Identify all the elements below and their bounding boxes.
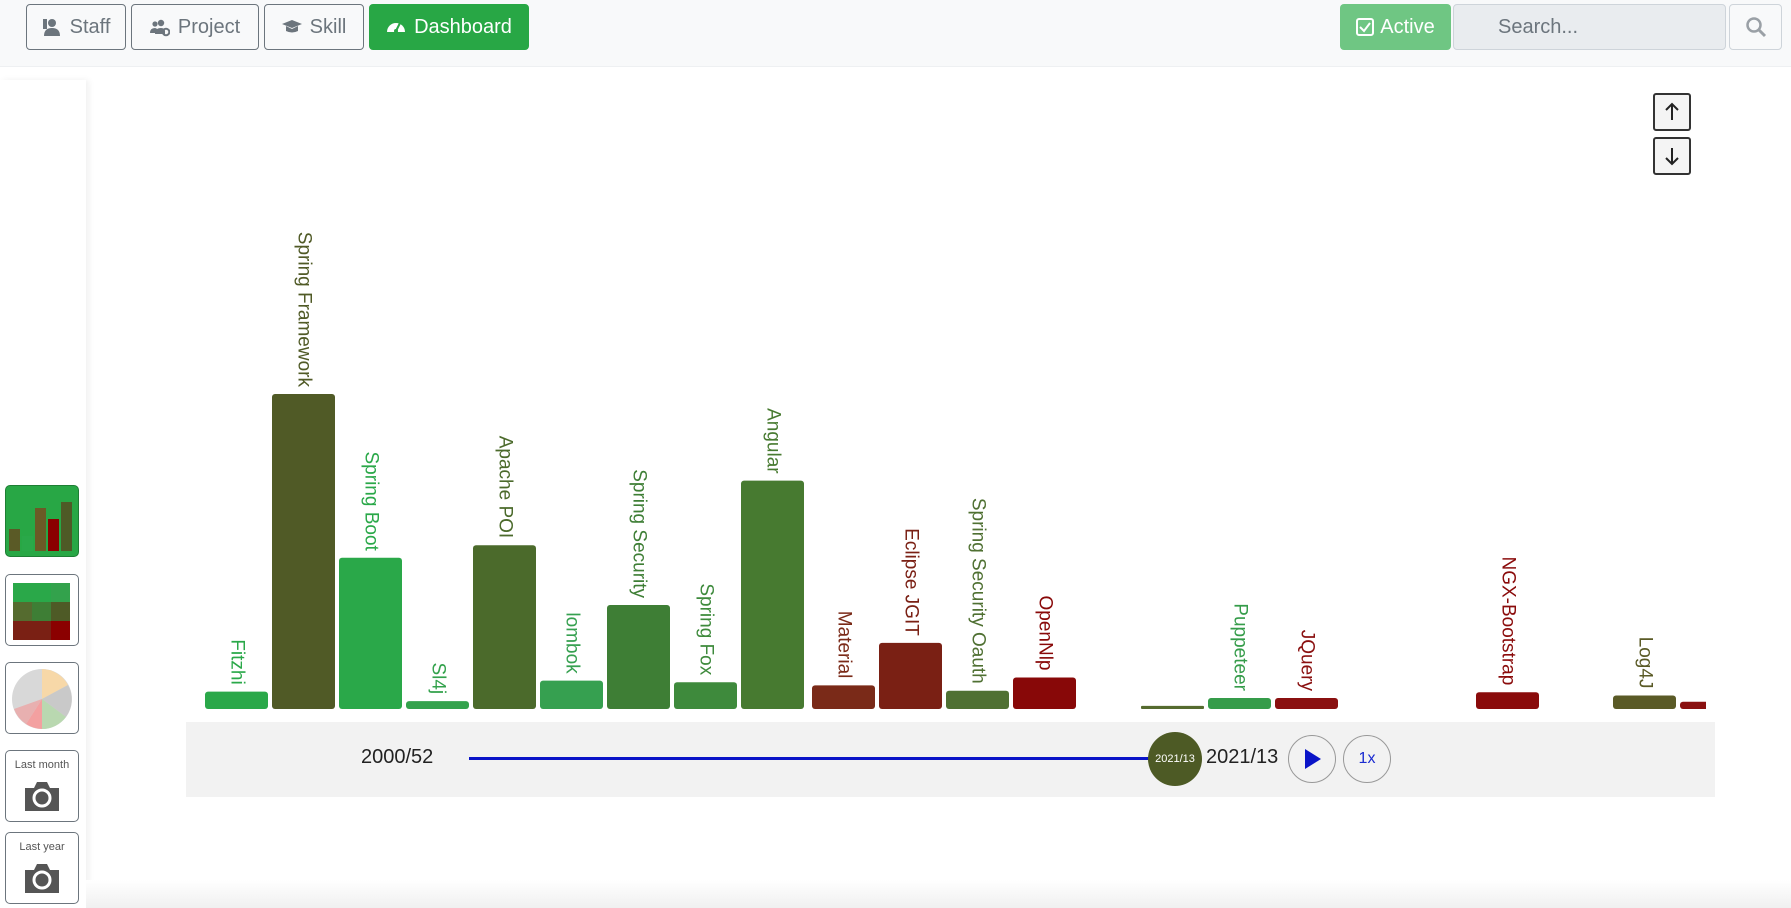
top-navbar: Staff Project Skill Dashboard Active	[0, 0, 1791, 67]
users-cog-icon	[149, 19, 170, 37]
tab-skill-label: Skill	[309, 15, 347, 38]
staff-icon	[42, 19, 60, 36]
last-year-label: Last year	[19, 841, 65, 853]
active-filter-button[interactable]: Active	[1340, 4, 1451, 50]
checkbox-icon	[1356, 18, 1375, 36]
scroll-down-button[interactable]	[1653, 137, 1691, 175]
tab-dashboard-label: Dashboard	[414, 15, 512, 38]
playback-speed-button[interactable]: 1x	[1343, 735, 1391, 783]
timeline-start-label: 2000/52	[361, 746, 434, 768]
dashboard-gauge-icon	[387, 22, 406, 33]
play-button[interactable]	[1288, 735, 1336, 783]
pie-chart-icon	[12, 669, 72, 729]
graduation-cap-icon	[281, 20, 302, 33]
active-filter-label: Active	[1380, 15, 1435, 38]
tab-skill[interactable]: Skill	[264, 4, 364, 50]
heatmap-view-button[interactable]	[5, 574, 79, 646]
search-input[interactable]	[1453, 4, 1726, 50]
last-year-snapshot-button[interactable]: Last year	[5, 832, 79, 904]
tab-project-label: Project	[177, 15, 241, 38]
camera-icon	[25, 864, 59, 893]
heatmap-icon	[13, 583, 70, 640]
playback-speed-label: 1x	[1358, 750, 1376, 767]
tab-staff-label: Staff	[69, 15, 111, 38]
timeline-slider-track[interactable]	[469, 757, 1179, 760]
view-sidebar: Last month Last year	[0, 80, 86, 908]
play-icon	[1305, 749, 1321, 769]
tab-dashboard[interactable]: Dashboard	[369, 4, 529, 50]
camera-icon	[25, 782, 59, 811]
last-month-snapshot-button[interactable]: Last month	[5, 750, 79, 822]
timeline-current-label: 2021/13	[1155, 753, 1195, 765]
scroll-up-button[interactable]	[1653, 93, 1691, 131]
arrow-up-icon	[1665, 102, 1679, 120]
bottom-divider	[86, 880, 1791, 908]
timeline-slider-handle[interactable]: 2021/13	[1148, 732, 1202, 786]
timeline-player: 2000/52 2021/13 2021/13 1x	[186, 722, 1715, 797]
dashboard-chart-area	[86, 70, 1791, 908]
arrow-down-icon	[1665, 148, 1679, 166]
bar-chart-view-button[interactable]	[5, 485, 79, 557]
timeline-end-label: 2021/13	[1206, 746, 1279, 768]
bar-chart-icon	[9, 502, 72, 551]
last-month-label: Last month	[14, 759, 70, 771]
search-button[interactable]	[1729, 4, 1782, 50]
search-icon	[1745, 17, 1766, 38]
tab-staff[interactable]: Staff	[26, 4, 126, 50]
pie-chart-view-button[interactable]	[5, 662, 79, 734]
tab-project[interactable]: Project	[131, 4, 259, 50]
